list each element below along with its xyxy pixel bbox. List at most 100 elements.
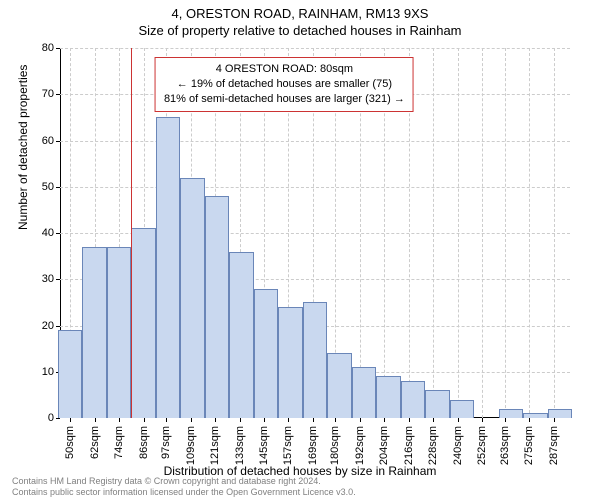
x-tick-label: 252sqm: [476, 426, 488, 465]
x-tick-mark: [119, 418, 120, 422]
plot-area: 0102030405060708050sqm62sqm74sqm86sqm97s…: [60, 48, 570, 418]
histogram-bar: [352, 367, 376, 418]
histogram-bar: [327, 353, 351, 418]
histogram-bar: [499, 409, 523, 418]
histogram-bar: [82, 247, 106, 418]
grid-v: [433, 48, 434, 418]
histogram-bar: [523, 413, 547, 418]
grid-h: [60, 141, 570, 142]
y-tick-label: 10: [42, 366, 54, 378]
grid-v: [505, 48, 506, 418]
x-tick-mark: [191, 418, 192, 422]
x-tick-mark: [313, 418, 314, 422]
x-tick-label: 62sqm: [89, 426, 101, 459]
histogram-bar: [303, 302, 327, 418]
x-tick-mark: [529, 418, 530, 422]
histogram-bar: [425, 390, 449, 418]
callout-line: ← 19% of detached houses are smaller (75…: [164, 77, 405, 92]
grid-h: [60, 187, 570, 188]
y-tick-label: 20: [42, 320, 54, 332]
chart-title-line2: Size of property relative to detached ho…: [0, 23, 600, 40]
y-tick-mark: [56, 48, 60, 49]
x-tick-mark: [433, 418, 434, 422]
x-tick-label: 157sqm: [282, 426, 294, 465]
footer-line-1: Contains HM Land Registry data © Crown c…: [12, 476, 356, 487]
grid-h: [60, 48, 570, 49]
x-tick-mark: [505, 418, 506, 422]
histogram-bar: [180, 178, 204, 419]
footer-line-2: Contains public sector information licen…: [12, 487, 356, 498]
x-tick-label: 275sqm: [523, 426, 535, 465]
x-tick-label: 263sqm: [499, 426, 511, 465]
y-tick-label: 0: [48, 412, 54, 424]
histogram-bar: [156, 117, 180, 418]
x-tick-label: 145sqm: [258, 426, 270, 465]
histogram-bar: [131, 228, 155, 418]
x-tick-mark: [554, 418, 555, 422]
histogram-bar: [107, 247, 131, 418]
y-tick-mark: [56, 326, 60, 327]
x-tick-mark: [335, 418, 336, 422]
histogram-bar: [254, 289, 278, 419]
x-tick-label: 216sqm: [403, 426, 415, 465]
y-tick-label: 60: [42, 135, 54, 147]
x-tick-mark: [458, 418, 459, 422]
grid-v: [482, 48, 483, 418]
y-tick-mark: [56, 233, 60, 234]
x-tick-mark: [264, 418, 265, 422]
x-tick-label: 180sqm: [329, 426, 341, 465]
x-tick-label: 133sqm: [234, 426, 246, 465]
x-tick-mark: [360, 418, 361, 422]
x-tick-mark: [95, 418, 96, 422]
chart-title-block: 4, ORESTON ROAD, RAINHAM, RM13 9XS Size …: [0, 0, 600, 40]
y-axis-title: Number of detached properties: [16, 65, 30, 230]
histogram-bar: [205, 196, 229, 418]
x-tick-mark: [144, 418, 145, 422]
x-tick-label: 204sqm: [378, 426, 390, 465]
y-tick-mark: [56, 141, 60, 142]
histogram-bar: [58, 330, 82, 418]
reference-line: [131, 48, 132, 418]
x-tick-label: 121sqm: [209, 426, 221, 465]
y-tick-label: 80: [42, 42, 54, 54]
histogram-bar: [401, 381, 425, 418]
y-tick-mark: [56, 187, 60, 188]
x-tick-mark: [70, 418, 71, 422]
y-tick-label: 50: [42, 181, 54, 193]
x-tick-label: 228sqm: [427, 426, 439, 465]
x-tick-label: 50sqm: [64, 426, 76, 459]
x-tick-label: 287sqm: [548, 426, 560, 465]
x-tick-mark: [166, 418, 167, 422]
x-tick-label: 74sqm: [113, 426, 125, 459]
x-tick-mark: [409, 418, 410, 422]
histogram-bar: [278, 307, 302, 418]
histogram-bar: [450, 400, 474, 419]
x-tick-label: 97sqm: [160, 426, 172, 459]
histogram-bar: [229, 252, 253, 419]
y-tick-label: 40: [42, 227, 54, 239]
x-tick-mark: [384, 418, 385, 422]
x-tick-label: 109sqm: [185, 426, 197, 465]
histogram-bar: [548, 409, 572, 418]
y-tick-mark: [56, 94, 60, 95]
y-tick-label: 70: [42, 88, 54, 100]
x-tick-label: 240sqm: [452, 426, 464, 465]
x-tick-mark: [240, 418, 241, 422]
callout-box: 4 ORESTON ROAD: 80sqm← 19% of detached h…: [155, 57, 414, 112]
x-tick-label: 169sqm: [307, 426, 319, 465]
x-tick-mark: [288, 418, 289, 422]
x-tick-mark: [482, 418, 483, 422]
grid-v: [554, 48, 555, 418]
footer: Contains HM Land Registry data © Crown c…: [12, 476, 356, 499]
histogram-bar: [376, 376, 400, 418]
y-tick-mark: [56, 418, 60, 419]
grid-v: [458, 48, 459, 418]
y-tick-label: 30: [42, 273, 54, 285]
y-tick-mark: [56, 279, 60, 280]
chart-title-line1: 4, ORESTON ROAD, RAINHAM, RM13 9XS: [0, 6, 600, 23]
x-tick-label: 192sqm: [354, 426, 366, 465]
grid-v: [529, 48, 530, 418]
x-tick-label: 86sqm: [138, 426, 150, 459]
callout-line: 4 ORESTON ROAD: 80sqm: [164, 62, 405, 77]
callout-line: 81% of semi-detached houses are larger (…: [164, 92, 405, 107]
